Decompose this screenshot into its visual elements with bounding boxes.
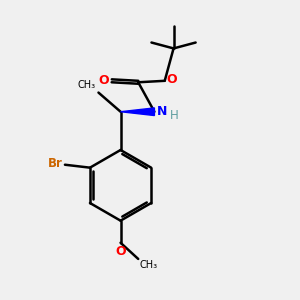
- Text: O: O: [115, 245, 126, 258]
- Text: CH₃: CH₃: [78, 80, 96, 90]
- Text: Br: Br: [48, 157, 63, 170]
- Text: CH₃: CH₃: [140, 260, 158, 270]
- Polygon shape: [121, 108, 154, 116]
- Text: O: O: [98, 74, 109, 87]
- Text: N: N: [157, 105, 167, 118]
- Text: O: O: [167, 73, 177, 86]
- Text: H: H: [170, 109, 178, 122]
